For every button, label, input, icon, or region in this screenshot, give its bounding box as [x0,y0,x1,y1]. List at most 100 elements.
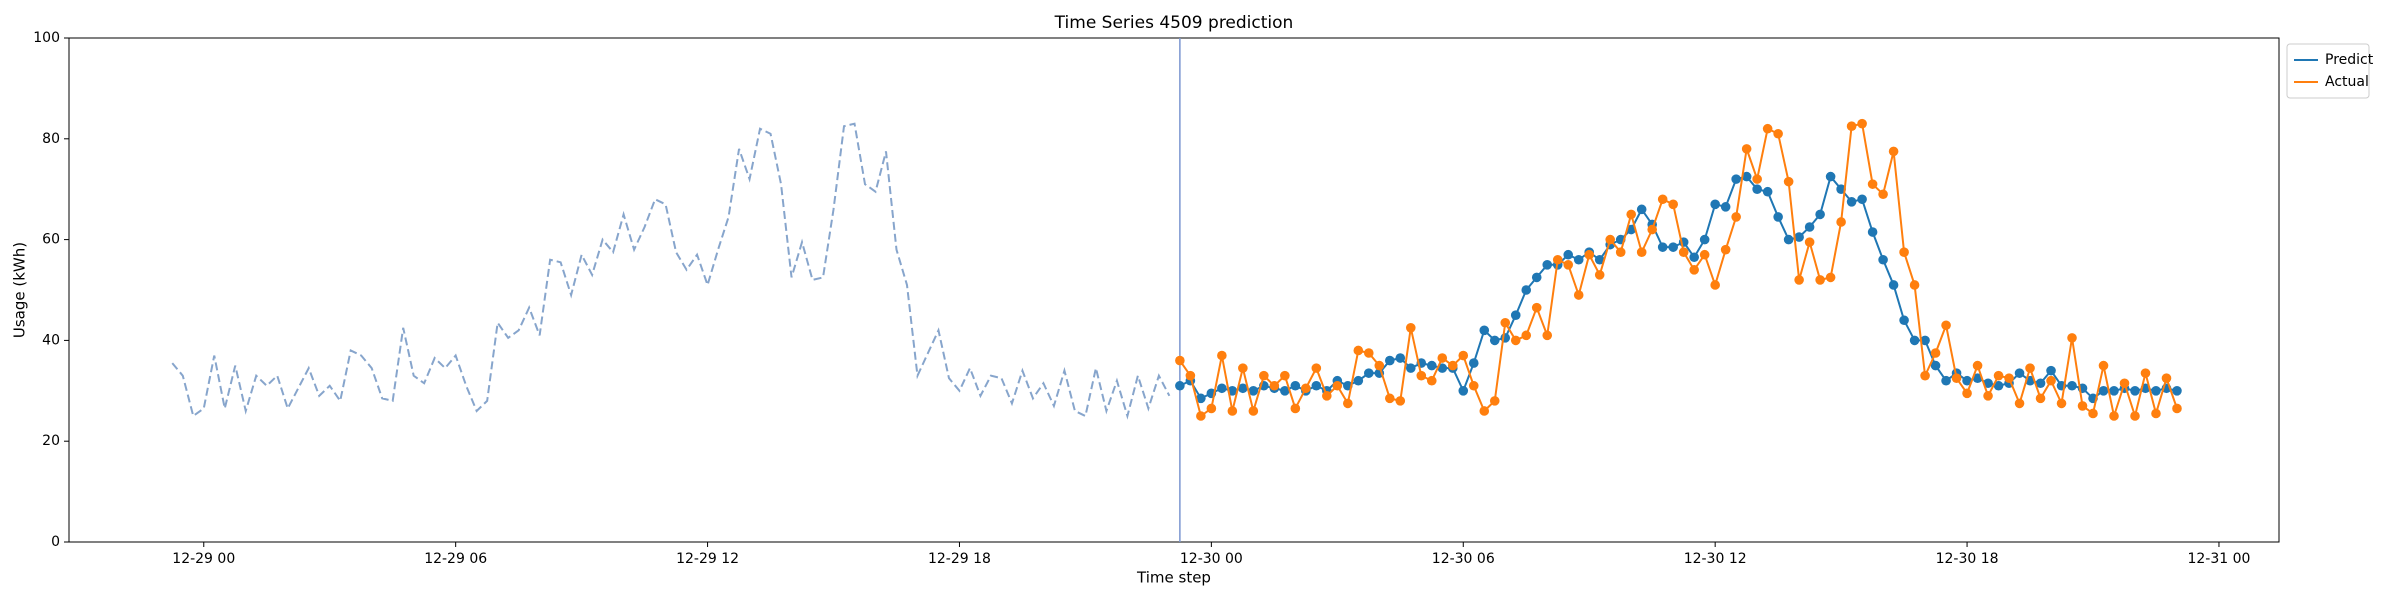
data-point [2098,386,2109,396]
data-point [1825,272,1836,283]
data-point [1972,373,1983,384]
y-tick-label: 100 [33,30,60,46]
data-point [2088,408,2098,419]
data-point [2140,368,2151,378]
data-point [1720,202,1731,212]
x-tick-label: 12-30 12 [1684,551,1747,567]
data-point [1206,403,1217,414]
data-point [1773,128,1783,139]
data-point [1920,370,1930,381]
data-point [1605,234,1616,245]
data-point [1280,370,1290,381]
data-point [1594,254,1605,265]
data-point [1972,360,1983,371]
data-point [1573,290,1584,300]
data-point [2151,408,2161,419]
data-point [1867,179,1878,189]
data-point [1710,280,1720,290]
data-point [2098,360,2109,371]
data-point [2172,386,2182,396]
data-point [1290,380,1301,391]
data-point [1563,260,1574,270]
data-point [1962,375,1972,386]
data-point [1899,315,1909,326]
data-point [1762,123,1773,134]
data-point [2035,378,2046,389]
data-point [1941,320,1951,331]
data-point [1909,335,1920,346]
data-point [2046,365,2056,376]
data-point [1899,247,1909,257]
data-point [1699,234,1710,245]
data-point [1353,345,1364,356]
y-tick-label: 0 [51,534,60,550]
data-point [2119,378,2130,389]
series-line [1179,122,2178,420]
data-point [1196,411,1206,421]
x-tick-label: 12-30 18 [1936,551,1999,567]
data-point [1531,272,1542,283]
data-point [2161,373,2172,384]
data-point [1762,186,1773,197]
data-point [1196,393,1206,404]
data-point [1405,363,1416,373]
data-point [1322,391,1332,401]
data-point [1217,350,1227,361]
data-point [1458,350,1469,361]
data-point [1500,317,1511,328]
data-point [1364,348,1374,358]
data-point [1962,388,1972,399]
data-point [1804,222,1815,232]
data-point [1636,247,1647,257]
data-point [2109,386,2119,396]
data-point [1825,171,1836,182]
data-point [1437,353,1448,363]
data-point [1447,360,1458,371]
y-tick-label: 80 [42,131,60,147]
data-point [1238,383,1248,394]
data-point [1983,378,1993,389]
data-point [1657,242,1668,252]
data-point [2172,403,2182,414]
data-point [1731,212,1741,222]
data-point [1426,360,1437,371]
data-point [1710,199,1720,210]
data-point [1489,335,1500,346]
data-point [1510,335,1521,346]
data-point [1311,380,1322,391]
data-point [1720,244,1731,255]
data-point [2014,398,2025,409]
data-point [1185,370,1196,381]
data-point [1983,391,1993,401]
x-tick-label: 12-31 00 [2187,551,2250,567]
data-point [1521,330,1532,341]
data-point [1468,358,1479,368]
data-point [1594,270,1605,280]
data-point [1248,406,1259,416]
data-point [1804,237,1815,247]
data-point [1815,209,1825,220]
data-point [2025,363,2035,373]
data-point [1647,224,1657,235]
data-point [1951,373,1962,384]
data-point [1489,396,1500,406]
data-point [1794,275,1804,285]
y-tick-label: 60 [42,232,60,248]
data-point [1217,383,1227,394]
data-point [1626,224,1636,235]
y-axis-label: Usage (kWh) [11,242,29,338]
data-point [1752,174,1762,184]
data-point [1689,252,1699,263]
x-tick-label: 12-29 12 [676,551,739,567]
data-point [1552,254,1563,265]
legend-label: Predict [2325,52,2374,68]
data-point [1783,234,1794,245]
data-point [1678,247,1689,257]
data-point [1668,199,1678,210]
data-point [1731,174,1741,184]
series-line [171,122,1171,420]
data-point [1290,403,1301,414]
data-point [1815,275,1825,285]
data-point [2130,386,2140,396]
